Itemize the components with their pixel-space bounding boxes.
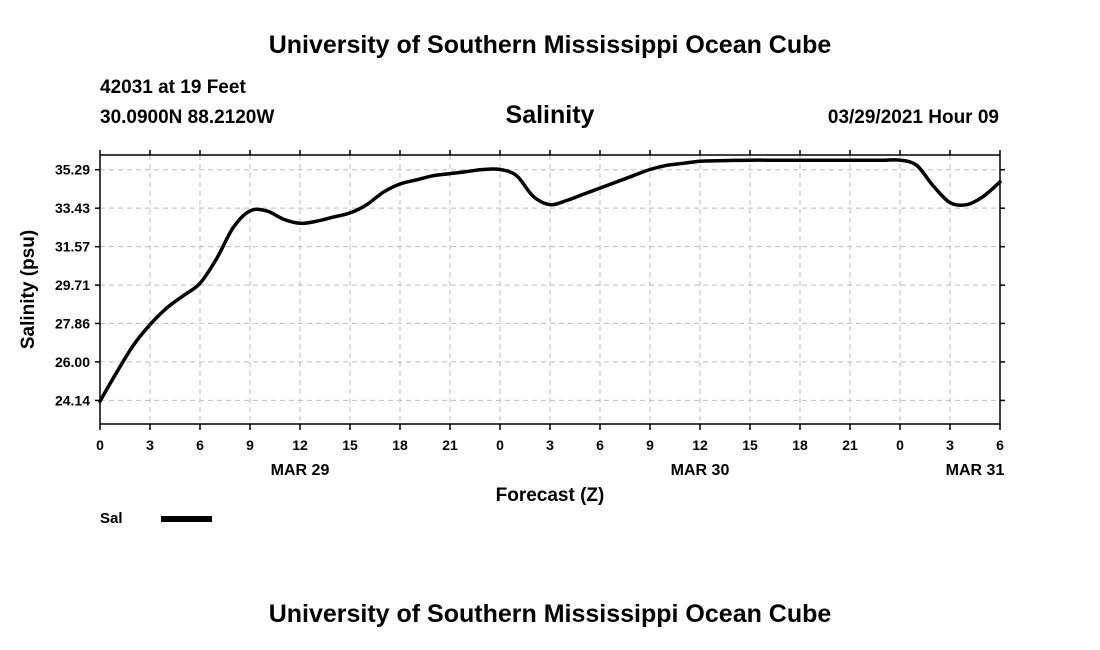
x-tick-label: 21 <box>842 437 858 453</box>
x-tick-label: 0 <box>96 437 104 453</box>
y-tick-label: 26.00 <box>55 354 90 370</box>
page-title: University of Southern Mississippi Ocean… <box>268 31 832 59</box>
y-tick-label: 33.43 <box>55 200 90 216</box>
legend-label: Sal <box>100 510 123 527</box>
x-tick-label: 18 <box>792 437 808 453</box>
x-tick-label: 0 <box>496 437 504 453</box>
x-tick-label: 3 <box>946 437 954 453</box>
x-tick-label: 0 <box>896 437 904 453</box>
legend-swatch <box>161 516 212 522</box>
x-tick-label: 12 <box>692 437 708 453</box>
footer-title: University of Southern Mississippi Ocean… <box>268 600 832 628</box>
x-tick-label: 15 <box>342 437 358 453</box>
x-tick-label: 9 <box>646 437 654 453</box>
x-tick-label: 6 <box>596 437 604 453</box>
forecast-datetime: 03/29/2021 Hour 09 <box>827 107 999 128</box>
x-tick-label: 3 <box>546 437 554 453</box>
station-label: 42031 at 19 Feet <box>100 77 246 98</box>
y-tick-label: 31.57 <box>55 239 90 255</box>
x-date-label: MAR 29 <box>271 462 330 479</box>
x-tick-label: 15 <box>742 437 758 453</box>
x-tick-label: 12 <box>292 437 308 453</box>
chart-title: Salinity <box>505 101 595 129</box>
y-axis-title: Salinity (psu) <box>18 230 39 349</box>
x-tick-label: 9 <box>246 437 254 453</box>
x-tick-label: 18 <box>392 437 408 453</box>
x-date-label: MAR 30 <box>671 462 730 479</box>
x-tick-label: 6 <box>196 437 204 453</box>
x-date-label: MAR 31 <box>946 462 1005 479</box>
coordinates-label: 30.0900N 88.2120W <box>100 107 275 128</box>
x-tick-label: 6 <box>996 437 1004 453</box>
y-tick-label: 27.86 <box>55 315 90 331</box>
x-tick-label: 21 <box>442 437 458 453</box>
y-tick-label: 24.14 <box>55 392 90 408</box>
y-tick-label: 35.29 <box>55 162 90 178</box>
x-tick-label: 3 <box>146 437 154 453</box>
x-axis-title: Forecast (Z) <box>496 485 605 506</box>
y-tick-label: 29.71 <box>55 277 90 293</box>
series-line-sal <box>98 158 1002 403</box>
